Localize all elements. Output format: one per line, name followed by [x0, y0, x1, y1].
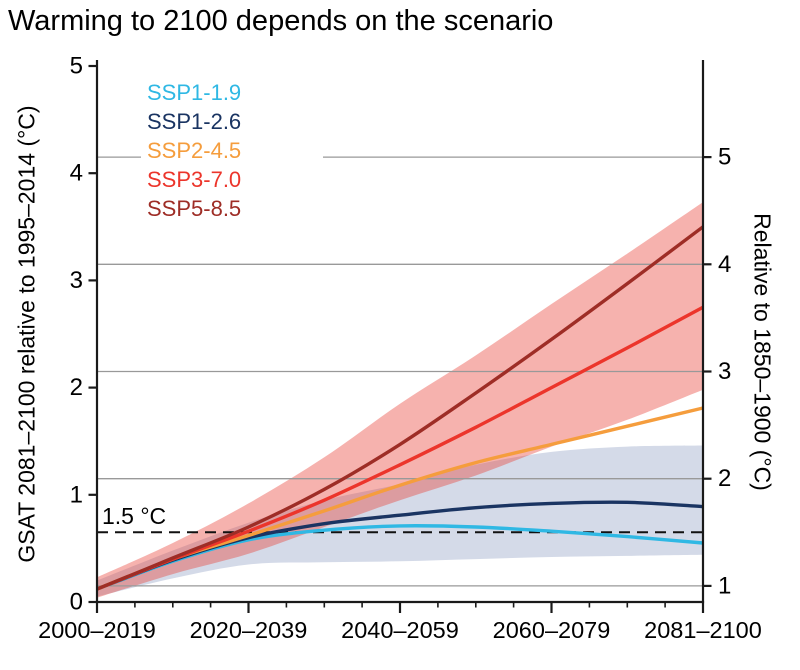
- line-ssp3-7-0: [96, 305, 704, 591]
- right-tick-label-2: 2: [718, 465, 731, 492]
- left-tick-label-3: 3: [70, 267, 83, 294]
- bands-group: [97, 202, 703, 598]
- ticks-group: 0 1 2 3 4 5 1 2 3 4 5 2000–2019 2020–2039 2040–2059 20…: [38, 53, 762, 644]
- legend-entry-ssp1-2-6: SSP1-2.6: [147, 109, 242, 134]
- right-tick-label-3: 3: [718, 358, 731, 385]
- legend-entry-ssp3-7-0: SSP3-7.0: [147, 167, 242, 192]
- x-tick-label-2: 2040–2059: [341, 617, 459, 643]
- right-tick-label-1: 1: [718, 572, 731, 599]
- right-tick-label-5: 5: [718, 144, 731, 171]
- legend: SSP1-1.9 SSP1-2.6 SSP2-4.5 SSP3-7.0 SSP5-8.5: [141, 76, 323, 225]
- left-tick-label-1: 1: [70, 481, 83, 508]
- line-ssp5-8-5: [96, 225, 705, 591]
- x-tick-label-1: 2020–2039: [190, 617, 308, 643]
- chart-title: Warming to 2100 depends on the scenario: [8, 5, 554, 37]
- left-tick-label-2: 2: [70, 374, 83, 401]
- x-tick-label-4: 2081–2100: [644, 617, 762, 643]
- left-axis-title: GSAT 2081–2100 relative to 1995–2014 (°C…: [13, 105, 40, 563]
- threshold-label: 1.5 °C: [102, 503, 167, 529]
- series-group: [96, 225, 705, 591]
- legend-entry-ssp1-1-9: SSP1-1.9: [147, 80, 242, 105]
- right-tick-label-4: 4: [718, 251, 731, 278]
- right-axis-title: Relative to 1850–1900 (°C): [749, 213, 776, 491]
- left-tick-label-5: 5: [70, 53, 83, 80]
- x-tick-label-0: 2000–2019: [38, 617, 156, 643]
- gridlines-group: [97, 156, 703, 587]
- legend-entry-ssp5-8-5: SSP5-8.5: [147, 196, 242, 221]
- band-ssp3-7-0-range: [97, 202, 703, 598]
- band-ssp1-2-6-range: [97, 445, 703, 597]
- left-tick-label-4: 4: [70, 160, 83, 187]
- legend-entry-ssp2-4-5: SSP2-4.5: [147, 138, 242, 163]
- x-tick-label-3: 2060–2079: [493, 617, 611, 643]
- left-tick-label-0: 0: [70, 589, 83, 616]
